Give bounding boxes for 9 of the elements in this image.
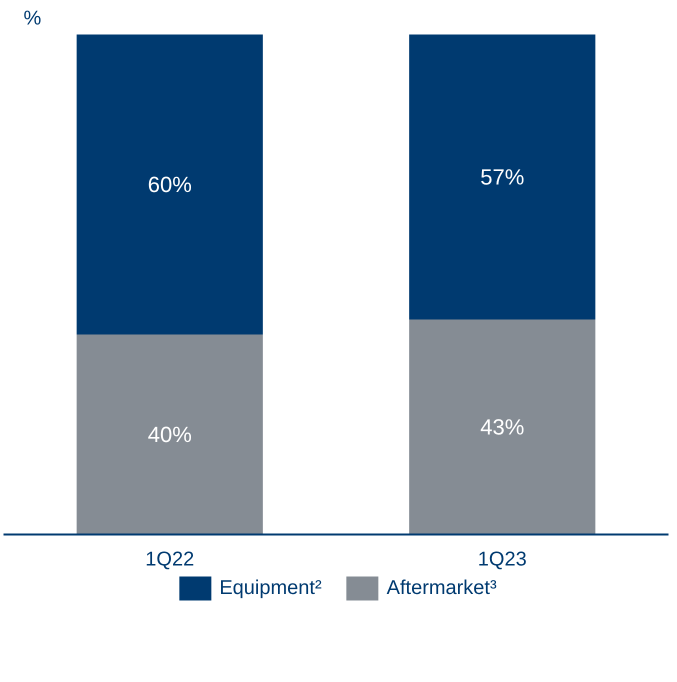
data-label: 43% [480, 414, 524, 440]
legend-label: Aftermarket³ [386, 576, 497, 600]
data-label: 57% [480, 164, 524, 190]
x-tick-label: 1Q22 [145, 548, 194, 570]
y-axis-title: % [24, 8, 42, 30]
data-label: 40% [148, 422, 192, 447]
data-label: 60% [148, 172, 192, 197]
legend-label: Equipment² [219, 576, 322, 600]
x-tick-label: 1Q23 [478, 548, 527, 570]
